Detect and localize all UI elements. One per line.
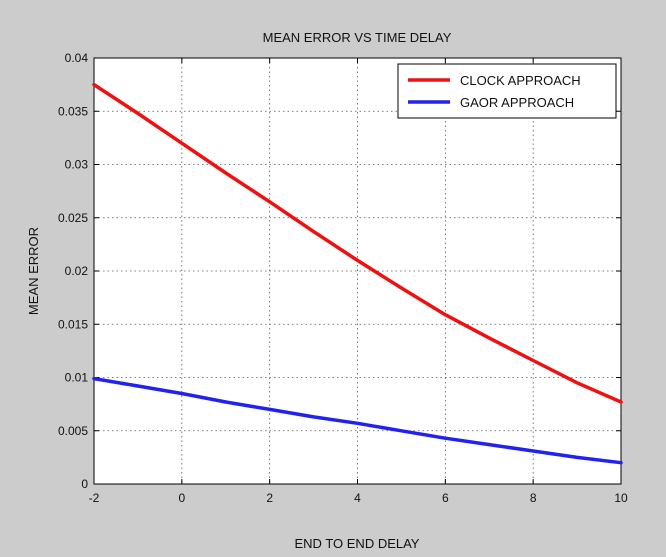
legend-box	[397, 63, 617, 119]
y-tick-label: 0.025	[58, 211, 88, 225]
y-tick-label: 0.035	[58, 104, 88, 118]
x-axis-label: END TO END DELAY	[295, 536, 420, 551]
series-line-clock	[92, 82, 623, 404]
y-tick-label: 0.03	[65, 158, 89, 172]
y-tick-label: 0.005	[58, 424, 88, 438]
y-tick-label: 0.015	[58, 317, 88, 331]
series-lines	[92, 82, 623, 465]
x-tick-label: 10	[614, 491, 628, 505]
legend: CLOCK APPROACH GAOR APPROACH	[397, 63, 617, 119]
series-line-gaor	[92, 376, 623, 465]
legend-label-clock: CLOCK APPROACH	[460, 73, 581, 88]
y-tick-label: 0.02	[65, 264, 89, 278]
y-tick-label: 0	[81, 477, 88, 491]
x-tick-label: 8	[530, 491, 537, 505]
y-tick-label: 0.01	[65, 371, 89, 385]
x-tick-label: 4	[354, 491, 361, 505]
x-tick-label: 2	[266, 491, 273, 505]
y-tick-label: 0.04	[65, 51, 89, 65]
x-tick-label: -2	[89, 491, 100, 505]
chart-title: MEAN ERROR VS TIME DELAY	[263, 30, 452, 45]
x-tick-label: 6	[442, 491, 449, 505]
y-axis-label: MEAN ERROR	[26, 227, 41, 315]
x-tick-label: 0	[178, 491, 185, 505]
legend-label-gaor: GAOR APPROACH	[460, 95, 574, 110]
axis-ticks: -2 0 2 4 6 8 1000.0050.010.0150.020.0250.030.0…	[58, 51, 628, 505]
grid-lines	[94, 58, 621, 484]
